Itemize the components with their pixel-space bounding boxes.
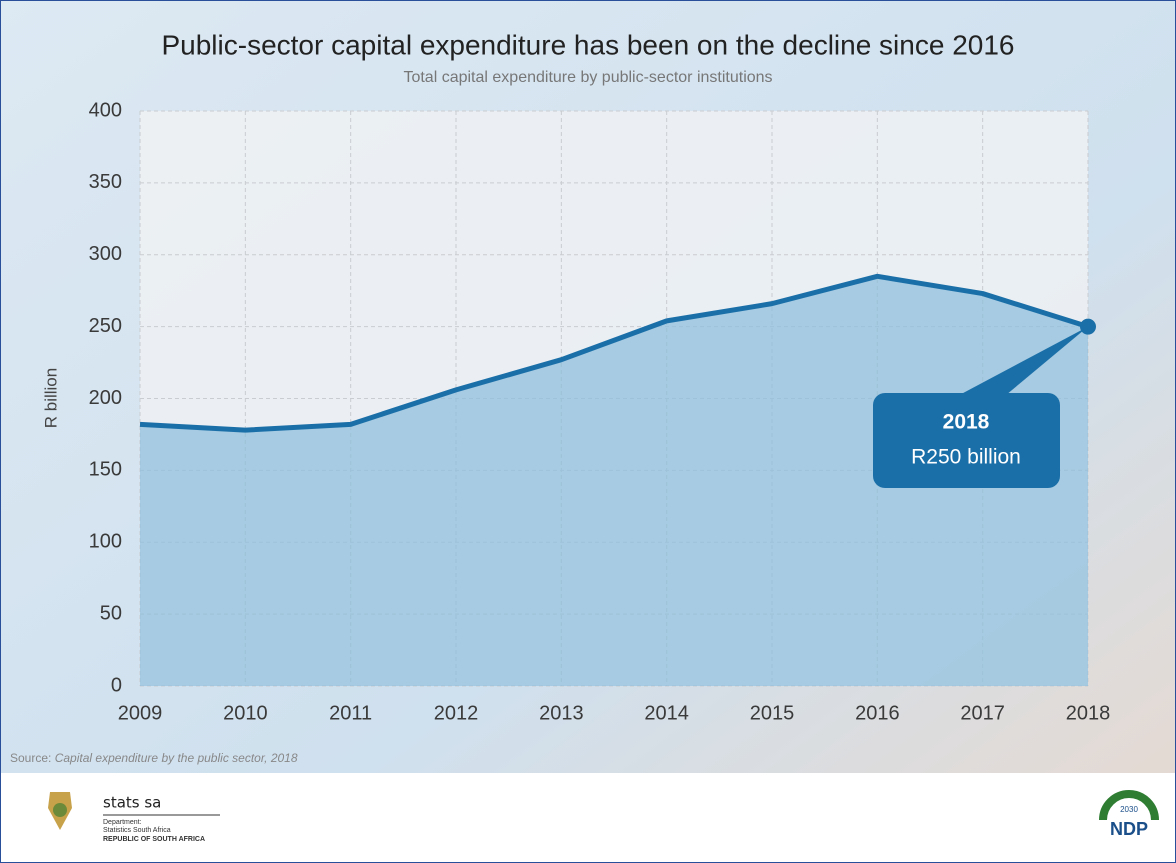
chart-subtitle: Total capital expenditure by public-sect…: [403, 69, 772, 86]
ndp-year: 2030: [1120, 805, 1138, 814]
end-point: [1080, 318, 1096, 335]
x-tick-label: 2015: [750, 702, 795, 724]
x-tick-label: 2016: [855, 702, 900, 724]
y-tick-label: 100: [89, 531, 122, 553]
logo-country: REPUBLIC OF SOUTH AFRICA: [103, 836, 205, 843]
callout-text: R250 billion: [911, 446, 1021, 469]
y-tick-label: 250: [89, 315, 122, 337]
logo-agency: Statistics South Africa: [103, 827, 171, 834]
x-tick-label: 2009: [118, 702, 163, 724]
x-tick-label: 2018: [1066, 702, 1111, 724]
y-axis-label: R billion: [41, 368, 60, 428]
footer: [1, 773, 1175, 862]
y-tick-label: 350: [89, 171, 122, 193]
plot: 0 50 100 150 200 250 300 350 400 2009 2010 2011 2012…: [89, 99, 1111, 724]
y-tick-label: 400: [89, 99, 122, 121]
y-tick-label: 50: [100, 602, 122, 624]
source-text: Capital expenditure by the public sector…: [55, 751, 298, 765]
x-tick-label: 2010: [223, 702, 268, 724]
logo-name: stats sa: [103, 794, 161, 812]
x-tick-label: 2011: [329, 702, 372, 724]
y-tick-label: 150: [89, 459, 122, 481]
x-tick-label: 2013: [539, 702, 584, 724]
x-tick-label: 2017: [960, 702, 1005, 724]
stats-sa-logo: stats sa Department: Statistics South Af…: [48, 792, 220, 843]
x-tick-label: 2014: [644, 702, 689, 724]
y-tick-label: 0: [111, 674, 122, 696]
y-tick-label: 300: [89, 243, 122, 265]
x-tick-label: 2012: [434, 702, 479, 724]
callout-pointer: [950, 326, 1088, 400]
coat-of-arms-center: [53, 803, 67, 817]
source: Source: Capital expenditure by the publi…: [10, 751, 298, 765]
ndp-logo: 2030 NDP: [1099, 790, 1159, 839]
chart-title: Public-sector capital expenditure has be…: [161, 29, 1014, 60]
callout-title: 2018: [943, 411, 990, 434]
area: [140, 276, 1088, 686]
ndp-text: NDP: [1110, 819, 1148, 839]
source-prefix: Source:: [10, 751, 51, 765]
callout-box: [873, 393, 1060, 488]
y-tick-label: 200: [89, 387, 122, 409]
line: [139, 273, 1089, 433]
ndp-arc: [1099, 790, 1159, 821]
logo-department: Department:: [103, 819, 142, 826]
